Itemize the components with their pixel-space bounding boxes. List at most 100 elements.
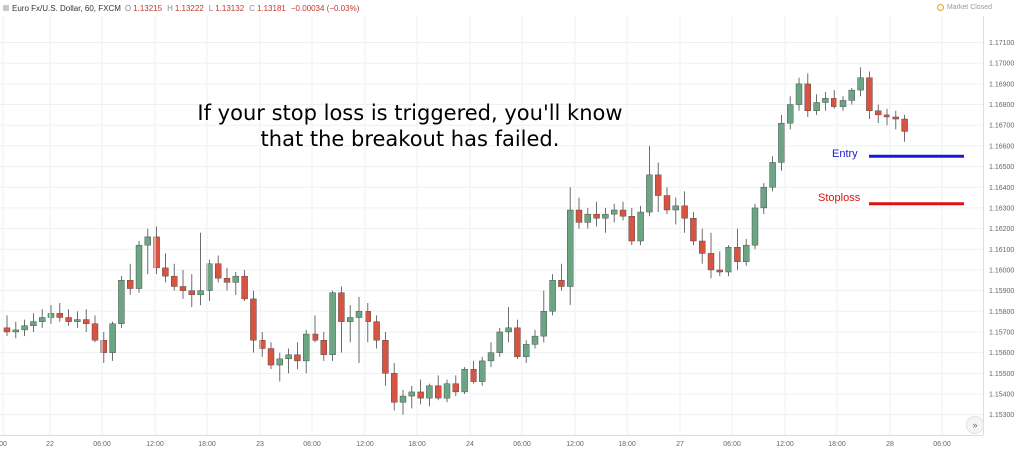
clock-icon (936, 4, 944, 11)
chart-header: Euro Fx/U.S. Dollar, 60, FXCM O 1.13215 H… (0, 0, 364, 16)
candle-body (206, 263, 213, 291)
x-tick-label: 18:00 (408, 441, 426, 448)
candle-body (285, 354, 292, 360)
candle-body (505, 327, 512, 333)
candle-body (523, 344, 530, 357)
candle-body (875, 110, 882, 116)
annotation-line-1: If your stop loss is triggered, you'll k… (197, 101, 623, 125)
candle-body (452, 383, 459, 393)
y-tick-label: 1.16200 (989, 226, 1014, 233)
candle-body (558, 280, 565, 287)
candle-body (241, 275, 248, 300)
y-tick-label: 1.16800 (989, 102, 1014, 109)
candle-body (276, 358, 283, 366)
candle-body (118, 280, 125, 324)
scroll-to-latest-button[interactable]: » (966, 416, 984, 434)
y-tick-label: 1.15500 (989, 371, 1014, 378)
y-tick-label: 1.15900 (989, 288, 1014, 295)
candle-body (672, 205, 679, 211)
y-tick-label: 1.15400 (989, 391, 1014, 398)
candle-body (769, 162, 776, 188)
open-label: O (124, 3, 132, 13)
candle-body (232, 275, 240, 283)
candle-body (831, 98, 838, 107)
candle-body (734, 247, 741, 262)
y-tick-label: 1.16300 (989, 205, 1014, 212)
candle-body (65, 317, 72, 322)
x-tick-label: 06:00 (933, 441, 951, 448)
candle-body (56, 313, 63, 318)
candle-body (417, 391, 424, 399)
low-value: 1.13132 (215, 3, 245, 13)
candle-body (531, 335, 539, 345)
high-value: 1.13222 (174, 3, 204, 13)
candle-body (74, 319, 81, 322)
candle-body (426, 385, 433, 399)
candle-body (848, 89, 855, 101)
candle-body (567, 209, 574, 287)
candle-body (619, 209, 627, 217)
candle-body (461, 368, 468, 393)
x-tick-label: 18:00 (198, 441, 216, 448)
candle-body (751, 207, 759, 246)
x-tick-label: 12:00 (146, 441, 164, 448)
candle-body (496, 331, 503, 353)
candle-body (866, 77, 873, 111)
candle-body (179, 286, 187, 291)
candle-body (892, 116, 899, 120)
candle-body (320, 340, 327, 355)
candle-body (391, 373, 398, 403)
candle-body (901, 118, 908, 132)
candle-body (355, 311, 363, 318)
candle-body (347, 317, 354, 322)
symbol-label: Euro Fx/U.S. Dollar, 60, FXCM (12, 3, 121, 13)
candle-body (259, 340, 266, 349)
stoploss-label: Stoploss (818, 192, 861, 204)
annotation-text: If your stop loss is triggered, you'll k… (150, 100, 670, 152)
candle-body (549, 280, 556, 312)
candle-body (813, 102, 820, 111)
close-label: C (249, 3, 255, 13)
candle-body (82, 319, 90, 324)
x-tick-label: 12:00 (356, 441, 374, 448)
entry-label: Entry (832, 148, 858, 160)
y-tick-label: 1.16500 (989, 164, 1014, 171)
x-tick-label: 18:00 (828, 441, 846, 448)
annotation-line-2: that the breakout has failed. (260, 127, 560, 151)
y-tick-label: 1.16000 (989, 267, 1014, 274)
candle-body (479, 360, 486, 382)
candle-body (725, 247, 732, 273)
candle-body (611, 209, 618, 215)
candle-body (408, 391, 415, 397)
candle-body (778, 122, 785, 163)
candle-body (144, 236, 152, 246)
candle-body (382, 340, 389, 374)
open-value: 1.13215 (133, 3, 163, 13)
candle-body (126, 280, 134, 289)
candle-body (109, 323, 116, 353)
candle-body (100, 340, 108, 353)
candle-body (162, 267, 169, 277)
menu-icon[interactable] (3, 5, 9, 11)
x-tick-label: 24 (466, 441, 474, 448)
market-status-label: Market Closed (946, 4, 992, 11)
candle-body (839, 100, 847, 107)
candle-body (716, 269, 723, 273)
candle-body (822, 98, 829, 103)
candle-body (540, 311, 547, 337)
candle-body (338, 292, 345, 322)
candle-body (743, 244, 750, 262)
candle-body (787, 104, 794, 124)
x-tick-label: 18:00 (618, 441, 636, 448)
x-tick-label: 06:00 (723, 441, 741, 448)
candle-body (197, 290, 204, 295)
candle-body (303, 333, 310, 362)
change-value: −0.00034 (−0.03%) (290, 3, 360, 13)
high-label: H (167, 3, 173, 13)
candle-body (699, 240, 706, 254)
candle-body (435, 385, 442, 399)
x-tick-label: 27 (676, 441, 684, 448)
candle-body (294, 354, 301, 362)
candle-body (514, 327, 521, 357)
